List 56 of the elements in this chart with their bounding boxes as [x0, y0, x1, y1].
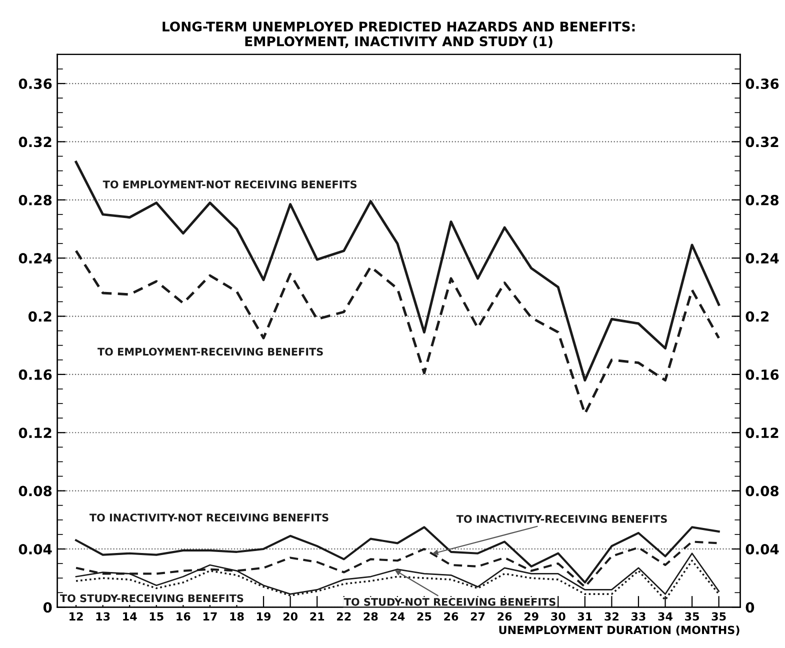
y2-tick-label: 0.2	[746, 311, 769, 322]
x-tick-label: 22	[337, 612, 351, 620]
x-tick-label: 19	[257, 612, 271, 621]
x-tick-label: 26	[498, 612, 512, 621]
text: TO INACTIVITY-RECEIVING BENEFITS	[456, 515, 667, 523]
x-axis-title: UNEMPLOYMENT DURATION (MONTHS)	[499, 626, 740, 636]
y-tick-label: 0.32	[18, 136, 52, 148]
line-series	[74, 160, 720, 382]
y-tick-label: 0	[43, 602, 52, 613]
y-tick-label: 0.24	[18, 253, 52, 264]
y-tick-label: 0.04	[18, 544, 52, 554]
x-tick-label: 27	[470, 612, 485, 620]
line-series	[75, 526, 720, 584]
y-tick-label: 0.2	[28, 311, 52, 322]
x-tick-label: 28	[364, 612, 378, 621]
x-tick-label: 13	[96, 612, 110, 621]
text: TO EMPLOYMENT-RECEIVING BENEFITS	[98, 348, 323, 356]
y-tick-label: 0.08	[18, 486, 52, 496]
y2-tick-label: 0	[746, 602, 754, 613]
x-tick-label: 18	[230, 612, 244, 621]
x-tick-label: 26	[444, 612, 458, 621]
y2-tick-label: 0.12	[746, 428, 778, 438]
y2-tick-label: 0.24	[746, 253, 779, 264]
y-tick-label: 0.28	[18, 194, 52, 206]
x-tick-label: 31	[578, 612, 592, 621]
text: TO INACTIVITY-NOT RECEIVING BENEFITS	[89, 514, 328, 522]
x-tick-label: 35	[685, 612, 699, 621]
x-tick-label: 30	[551, 612, 566, 621]
x-tick-label: 15	[150, 612, 164, 621]
y-tick-label: 0.12	[18, 428, 52, 438]
x-tick-label: 21	[310, 612, 324, 620]
x-tick-label: 34	[658, 612, 672, 621]
series-label: TO STUDY-RECEIVING BENEFITS	[60, 594, 244, 602]
x-tick-label: 16	[176, 612, 190, 621]
x-tick-label: 25	[417, 612, 432, 621]
y2-tick-label: 0.16	[746, 369, 779, 380]
x-tick-label: 29	[524, 612, 538, 621]
x-tick-label: 14	[123, 612, 137, 620]
y2-tick-label: 0.04	[746, 544, 779, 554]
y2-tick-label: 0.28	[746, 194, 779, 206]
x-tick-label: 35	[712, 612, 726, 621]
series-label: TO EMPLOYMENT-NOT RECEIVING BENEFITS	[102, 180, 357, 188]
series-label: TO STUDY-NOT RECEIVING BENEFITS	[344, 598, 556, 606]
x-tick-label: 24	[390, 612, 405, 620]
chart-title: LONG-TERM UNEMPLOYED PREDICTED HAZARDS AND BENEFITS: EMPLOYMENT, INACTIVITY AND STUDY (1)	[162, 22, 635, 48]
y2-tick-label: 0.32	[746, 136, 778, 148]
x-tick-label: 20	[283, 612, 298, 621]
line-series	[74, 250, 720, 415]
x-tick-label: 32	[604, 612, 618, 621]
x-tick-label: 17	[203, 612, 217, 620]
y2-tick-label: 0.36	[746, 78, 779, 89]
y-tick-label: 0.16	[18, 369, 52, 380]
x-tick-label: 33	[631, 612, 646, 621]
y-tick-label: 0.36	[18, 78, 52, 89]
y2-tick-label: 0.08	[746, 486, 779, 496]
x-tick-label: 12	[70, 612, 83, 620]
